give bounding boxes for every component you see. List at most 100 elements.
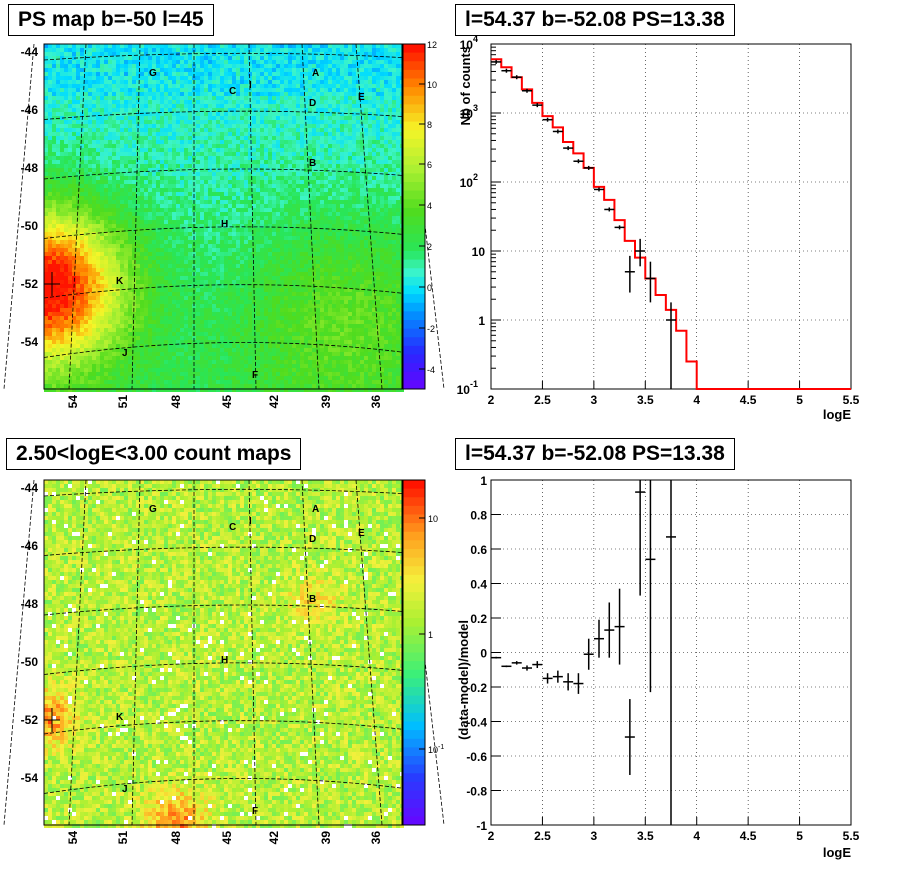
count-palette-cell: [403, 523, 425, 533]
ps-palette-cell: [403, 69, 425, 79]
ps-palette-cell: [403, 380, 425, 390]
ps-map-frame: [43, 43, 403, 390]
ps-palette-frame: [402, 43, 426, 390]
lon-tick-label: 48: [169, 831, 183, 845]
count-map-frame: [43, 479, 403, 826]
ps-palette-cell: [403, 225, 425, 235]
lon-tick-label: 54: [66, 831, 80, 845]
source-label-b: B: [309, 594, 316, 605]
graticule-lon-line: [248, 43, 257, 390]
count-palette-cell: [403, 678, 425, 688]
ps-palette-cell: [403, 182, 425, 192]
lon-tick-label: 39: [319, 831, 333, 845]
residual-x-tick-label: 5.5: [843, 829, 860, 843]
graticule-lat-line: [43, 342, 403, 358]
spectrum-y-tick-label: 10-1: [457, 379, 478, 397]
count-palette-cell: [403, 781, 425, 791]
spectrum-x-tick-label: 2.5: [534, 393, 551, 407]
residual-y-tick-label: -0.6: [466, 750, 487, 764]
ps-palette-cell: [403, 276, 425, 286]
graticule-lon-line: [3, 43, 35, 390]
source-label-g: G: [149, 68, 157, 79]
graticule-lon-line: [301, 479, 320, 826]
source-label-h: H: [221, 219, 228, 230]
ps-palette-cell: [403, 259, 425, 269]
ps-palette-cell: [403, 285, 425, 295]
spectrum-y-tick-label: 1: [478, 314, 485, 328]
ps-palette-cell: [403, 61, 425, 71]
ps-palette-cell: [403, 268, 425, 278]
ps-palette-tick-label: 2: [427, 242, 432, 252]
count-palette-cell: [403, 695, 425, 705]
count-palette-cell: [403, 592, 425, 602]
count-palette-cell: [403, 704, 425, 714]
ps-palette-cell: [403, 95, 425, 105]
source-label-b: B: [309, 158, 316, 169]
count-palette-cell: [403, 807, 425, 817]
source-label-g: G: [149, 504, 157, 515]
spectrum-x-tick-label: 4.5: [740, 393, 757, 407]
lon-tick-label: 36: [369, 831, 383, 845]
residual-y-axis-label: (data-model)/model: [456, 620, 471, 740]
ps-palette-tick-label: -4: [427, 365, 435, 375]
graticule-lon-line: [301, 43, 320, 390]
ps-palette-tick-label: -2: [427, 324, 435, 334]
ps-palette-cell: [403, 130, 425, 140]
count-palette-cell: [403, 618, 425, 628]
count-palette-cell: [403, 505, 425, 515]
count-palette-cell: [403, 661, 425, 671]
count-palette-cell: [403, 557, 425, 567]
ps-palette-cell: [403, 345, 425, 355]
count-palette-cell: [403, 600, 425, 610]
ps-palette-cell: [403, 190, 425, 200]
lon-tick-label: 39: [319, 395, 333, 409]
residual-y-tick-label: 0: [480, 647, 487, 661]
residual-x-tick-label: 2.5: [534, 829, 551, 843]
lon-tick-label: 45: [220, 395, 234, 409]
spectrum-x-tick-label: 5: [796, 393, 803, 407]
graticule-lon-line: [68, 479, 87, 826]
count-palette-cell: [403, 764, 425, 774]
ps-palette-cell: [403, 302, 425, 312]
lat-tick-label: -52: [21, 713, 39, 727]
lon-tick-label: 51: [116, 831, 130, 845]
ps-palette-cell: [403, 78, 425, 88]
source-label-e: E: [358, 92, 365, 103]
residual-y-tick-label: -0.8: [466, 785, 487, 799]
ps-palette-cell: [403, 320, 425, 330]
residual-y-tick-label: 0.6: [470, 543, 487, 557]
source-label-j: J: [122, 348, 128, 359]
ps-palette-cell: [403, 233, 425, 243]
ps-palette-tick-label: 4: [427, 201, 432, 211]
source-label-a: A: [312, 68, 319, 79]
source-label-k: K: [116, 712, 124, 723]
lat-tick-label: -46: [21, 539, 39, 553]
count-map-heatmap: [44, 480, 404, 828]
source-label-f: F: [252, 806, 258, 817]
ps-palette-cell: [403, 311, 425, 321]
count-palette-cell: [403, 773, 425, 783]
count-palette-cell: [403, 480, 425, 490]
ps-palette-cell: [403, 251, 425, 261]
ps-palette-cell: [403, 242, 425, 252]
count-palette-cell: [403, 583, 425, 593]
spectrum-title: l=54.37 b=-52.08 PS=13.38: [455, 4, 735, 36]
graticule-lon-line: [68, 43, 87, 390]
spectrum-x-tick-label: 5.5: [843, 393, 860, 407]
count-palette-cell: [403, 514, 425, 524]
residual-x-tick-label: 4.5: [740, 829, 757, 843]
ps-palette-cell: [403, 363, 425, 373]
graticule-lon-line: [3, 479, 35, 826]
residual-x-axis-label: logE: [823, 845, 851, 860]
count-palette-cell: [403, 626, 425, 636]
ps-palette-tick-label: 10: [427, 80, 437, 90]
graticule-lon-line: [131, 43, 141, 390]
graticule-lon-line: [248, 479, 257, 826]
lat-tick-label: -50: [21, 219, 39, 233]
ps-palette-cell: [403, 104, 425, 114]
count-palette-cell: [403, 721, 425, 731]
residual-x-tick-label: 4: [693, 829, 700, 843]
count-palette-cell: [403, 549, 425, 559]
ps-palette-cell: [403, 173, 425, 183]
count-palette-tick-label: 10: [428, 514, 438, 524]
